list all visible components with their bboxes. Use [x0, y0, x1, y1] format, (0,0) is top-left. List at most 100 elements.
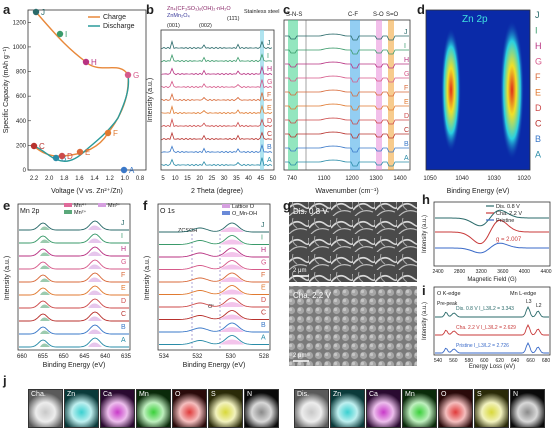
- f-fill-lattice: [220, 314, 244, 320]
- b-xtick-label: 5: [161, 176, 165, 182]
- a-xtick-label: 1.8: [60, 176, 69, 182]
- a-xtick-label: 0.8: [136, 176, 145, 182]
- f-annot-ov: Oᵛ: [208, 304, 214, 310]
- i-xtick-label: 540: [434, 358, 443, 364]
- panel-d: d Zn 2p J I H G F E D C B A 1050 1040 1030 1020 Bindi…: [414, 0, 554, 200]
- b-xtick-label: 30: [221, 176, 228, 182]
- i-l2: L2: [536, 303, 542, 309]
- b-curve-label: F: [267, 92, 271, 99]
- j-tile-label: Cha.: [31, 391, 46, 398]
- c-curve: [285, 145, 409, 153]
- c-curve: [285, 75, 409, 83]
- i-series-pristine: Pristine I_L3/L2 = 2.726: [456, 343, 509, 349]
- c-curve-label: E: [404, 99, 409, 106]
- d-row-label: I: [535, 26, 538, 36]
- c-curve-label: J: [404, 29, 408, 36]
- h-xtick-label: 3600: [497, 269, 508, 275]
- chart-h: 2400 2800 3200 3600 4000 4400 Dis. 0.8 V Cha.…: [422, 201, 552, 283]
- i-xtick-label: 660: [526, 358, 535, 364]
- f-xtick-label: 530: [226, 354, 237, 360]
- e-legend-mn4: Mn⁴⁺: [74, 202, 87, 209]
- f-curve: [159, 247, 269, 258]
- j-eds-map-tile: O: [438, 389, 473, 428]
- h-legend-pristine: Pristine: [496, 218, 514, 224]
- c-curve-label: D: [404, 113, 409, 120]
- d-row-label: C: [535, 119, 542, 129]
- c-curve: [285, 117, 409, 125]
- e-xtick-label: 660: [17, 354, 28, 360]
- f-fill-lattice: [220, 239, 244, 245]
- i-l3: L3: [526, 299, 532, 305]
- f-curve: [159, 285, 269, 295]
- f-curve-label: H: [261, 247, 266, 254]
- b-curve-label: A: [267, 157, 272, 164]
- a-ytick-label: 400: [16, 119, 27, 125]
- h-curve: [435, 219, 549, 245]
- i-xlabel: Energy Loss (eV): [469, 364, 515, 370]
- i-xtick-label: 580: [465, 358, 474, 364]
- j-eds-map-tile: Cha.: [28, 389, 63, 428]
- i-edge-mn: Mn L-edge: [510, 291, 536, 297]
- e-curve-label: J: [121, 220, 125, 227]
- f-curve: [159, 335, 269, 345]
- b-xtick-label: 40: [245, 176, 252, 182]
- e-curve: [19, 298, 129, 309]
- j-tile-label: Mn: [405, 391, 415, 398]
- e-curve: [19, 337, 129, 348]
- j-eds-map-tile: Mn: [136, 389, 171, 428]
- e-curve-label: H: [121, 246, 126, 253]
- a-point-label: G: [133, 71, 139, 80]
- e-curve-label: B: [121, 324, 126, 331]
- d-row-label: E: [535, 88, 541, 98]
- e-curve: [19, 233, 129, 244]
- a-point-label: D: [67, 152, 73, 161]
- e-curve-label: D: [121, 298, 126, 305]
- e-fill-mn3: [88, 264, 102, 269]
- c-xtick-label: 1200: [345, 176, 359, 182]
- a-point-label: A: [129, 166, 135, 175]
- b-xtick-label: 10: [172, 176, 179, 182]
- b-xtick-label: 50: [270, 176, 277, 182]
- a-legend-discharge: Discharge: [103, 23, 135, 30]
- a-point: [124, 71, 132, 79]
- e-fill-mn2: [40, 265, 50, 269]
- h-xtick-label: 2400: [432, 269, 443, 275]
- e-fill-mn3: [88, 277, 102, 282]
- f-xlabel: Binding Energy (eV): [183, 362, 246, 369]
- j-tile-label: S: [211, 391, 216, 398]
- b-curve-label: C: [267, 131, 272, 138]
- a-point: [76, 148, 84, 156]
- g-bottom-label: Cha. 2.2 V: [293, 291, 331, 300]
- i-xtick-label: 640: [511, 358, 520, 364]
- f-fill-lattice: [220, 264, 244, 270]
- d-xtick-label: 1020: [517, 176, 531, 182]
- e-fill-mn3: [88, 290, 102, 295]
- a-xtick-label: 2.0: [45, 176, 54, 182]
- b-curve-label: D: [267, 118, 272, 125]
- j-eds-map-tile: Mn: [402, 389, 437, 428]
- g-scale-bottom: 2 μm: [293, 353, 306, 359]
- c-curve: [285, 159, 409, 167]
- j-eds-map-tile: S: [208, 389, 243, 428]
- chart-f: O 1s Lattice O O_Mn-OH ZCSOH Oᵛ JIHGFEDC…: [144, 203, 271, 369]
- a-point: [120, 166, 128, 174]
- f-title: O 1s: [160, 208, 175, 215]
- a-ytick-label: 200: [16, 143, 27, 149]
- j-tile-label: O: [175, 391, 181, 398]
- e-ylabel: Intensity (a.u.): [4, 256, 11, 300]
- f-curve: [159, 260, 269, 270]
- e-fill-mn2: [40, 226, 50, 230]
- chart-a: 0 200 400 600 800 1000 1200 2.2 2.0 1.8 1.6 1.4 1.2 1…: [3, 8, 147, 195]
- a-point-label: I: [65, 30, 67, 39]
- e-curve: [19, 285, 129, 296]
- panel-label-h: h: [422, 192, 430, 207]
- f-xtick-label: 528: [259, 354, 270, 360]
- i-xtick-label: 560: [449, 358, 458, 364]
- j-tile-label: N: [513, 391, 519, 398]
- d-xtick-label: 1050: [423, 176, 437, 182]
- e-fill-mn3: [88, 329, 102, 334]
- b-curve: [161, 65, 273, 76]
- f-fill-lattice: [220, 327, 244, 332]
